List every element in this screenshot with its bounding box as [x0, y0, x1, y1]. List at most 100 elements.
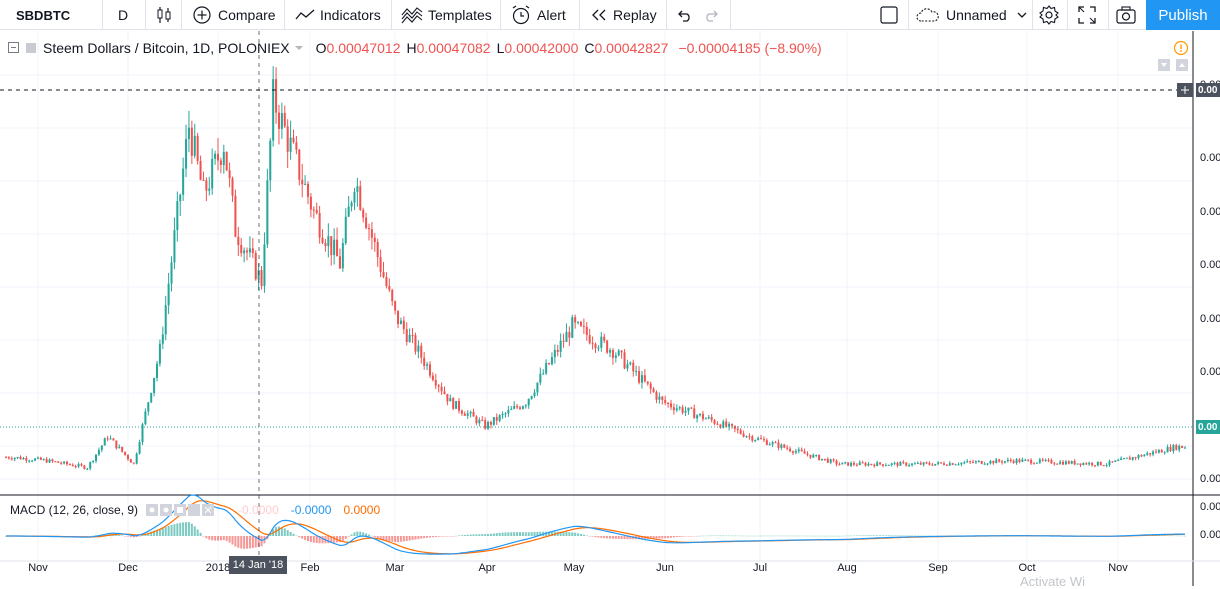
- candle-body: [931, 464, 934, 466]
- candle-body: [446, 393, 449, 402]
- add-price-line-icon[interactable]: [1177, 83, 1193, 97]
- candle-body: [704, 418, 707, 420]
- candle-body: [158, 343, 161, 364]
- candle-body: [321, 237, 324, 243]
- time-axis-label: Nov: [1108, 562, 1128, 574]
- candle-body: [1035, 462, 1038, 464]
- candle-body: [568, 331, 571, 338]
- candle-body: [870, 463, 873, 465]
- symbol-search[interactable]: SBDBTC: [16, 0, 70, 30]
- candle-body: [513, 406, 516, 409]
- macd-histogram-bar: [638, 536, 641, 540]
- macd-histogram-bar: [327, 536, 330, 544]
- candle-body: [463, 413, 466, 416]
- candle-body: [545, 363, 548, 374]
- redo-button[interactable]: [704, 0, 720, 30]
- toolbar-divider: [391, 0, 392, 30]
- snapshot-button[interactable]: [1115, 0, 1137, 30]
- macd-histogram-bar: [248, 536, 251, 549]
- candle-body: [54, 461, 57, 463]
- candle-body: [867, 463, 870, 466]
- candle-body: [42, 459, 45, 461]
- candle-body: [74, 466, 77, 468]
- data-warning-icon[interactable]: [1172, 40, 1190, 74]
- macd-histogram-bar: [684, 536, 687, 537]
- macd-histogram-bar: [417, 536, 420, 540]
- templates-button[interactable]: Templates: [401, 0, 492, 30]
- macd-title[interactable]: MACD (12, 26, close, 9): [10, 503, 139, 517]
- watermark: Activate Wi: [1020, 574, 1086, 589]
- macd-histogram-bar: [780, 535, 783, 537]
- candle-body: [844, 462, 847, 464]
- interval-button[interactable]: D: [118, 0, 128, 30]
- candle-body: [797, 449, 800, 452]
- candle-body: [1152, 451, 1155, 455]
- candle-body: [1111, 461, 1114, 463]
- candle-body: [765, 440, 768, 445]
- macd-histogram-bar: [507, 532, 510, 536]
- macd-histogram-bar: [452, 536, 455, 537]
- indicators-button[interactable]: Indicators: [295, 0, 381, 30]
- candle-body: [353, 191, 356, 203]
- candle-body: [243, 250, 246, 254]
- publish-button[interactable]: Publish: [1146, 0, 1220, 30]
- toolbar-divider: [666, 0, 667, 30]
- macd-histogram-bar: [440, 536, 443, 537]
- candle-body: [266, 180, 269, 245]
- caret-down-icon[interactable]: [294, 44, 304, 52]
- undo-button[interactable]: [676, 0, 692, 30]
- candle-body: [170, 262, 173, 284]
- macd-histogram-bar: [1175, 535, 1178, 537]
- macd-histogram-bar: [728, 535, 731, 537]
- candle-body: [240, 245, 243, 254]
- legend-title[interactable]: Steem Dollars / Bitcoin, 1D, POLONIEX: [43, 40, 290, 56]
- candle-body: [980, 460, 983, 464]
- rewind-icon: [592, 9, 606, 21]
- candle-body: [1172, 445, 1175, 452]
- scale-arrows-icon[interactable]: [1158, 58, 1190, 72]
- indicator-controls[interactable]: [146, 503, 228, 517]
- macd-histogram-bar: [382, 536, 385, 540]
- candle-body: [521, 406, 524, 409]
- macd-histogram-bar: [257, 536, 260, 547]
- macd-axis-label: 0.00: [1200, 529, 1220, 541]
- candle-body: [251, 248, 254, 253]
- macd-histogram-bar: [710, 535, 713, 537]
- alert-button[interactable]: Alert: [510, 0, 566, 30]
- candle-style-button[interactable]: [155, 0, 173, 30]
- price-chart[interactable]: [0, 31, 1220, 586]
- collapse-square-icon[interactable]: [8, 42, 20, 54]
- candle-body: [510, 408, 513, 410]
- macd-histogram-bar: [754, 535, 757, 537]
- undo-icon: [678, 10, 690, 22]
- replay-label: Replay: [613, 7, 657, 23]
- time-axis-label: May: [563, 562, 585, 574]
- candle-body: [304, 183, 307, 185]
- candle-body: [48, 459, 51, 463]
- macd-histogram-bar: [687, 536, 690, 537]
- settings-button[interactable]: [1038, 0, 1060, 30]
- macd-histogram-bar: [681, 536, 684, 537]
- candle-body: [237, 236, 240, 246]
- replay-button[interactable]: Replay: [590, 0, 657, 30]
- macd-histogram-bar: [423, 536, 426, 539]
- macd-histogram-bar: [463, 535, 466, 536]
- last-price-tag: 0.00: [1196, 420, 1220, 434]
- fullscreen-button[interactable]: [1077, 0, 1097, 30]
- candle-body: [167, 283, 170, 306]
- macd-histogram-bar: [861, 535, 864, 536]
- layout-name-button[interactable]: Unnamed: [915, 0, 1029, 30]
- macd-histogram-bar: [153, 530, 156, 536]
- macd-histogram-bar: [675, 536, 678, 538]
- macd-histogram-bar: [658, 536, 661, 539]
- candle-body: [501, 413, 504, 416]
- macd-histogram-bar: [736, 535, 739, 537]
- fullscreen-box-button[interactable]: [879, 0, 899, 30]
- candle-body: [916, 462, 919, 464]
- candle-body: [347, 206, 350, 217]
- candle-body: [408, 334, 411, 343]
- compare-button[interactable]: Compare: [191, 0, 276, 30]
- candle-body: [370, 229, 373, 238]
- candle-body: [783, 444, 786, 448]
- candle-body: [925, 462, 928, 464]
